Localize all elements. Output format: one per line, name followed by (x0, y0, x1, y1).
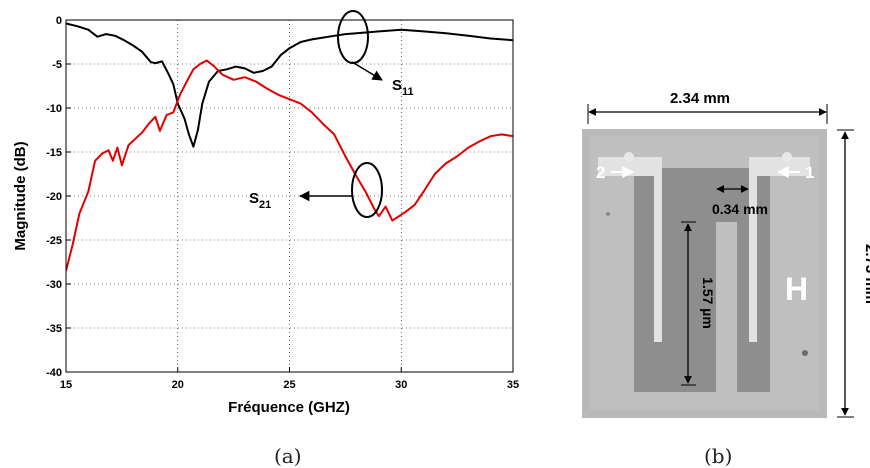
s11-label: S11 (392, 77, 414, 98)
x-axis-label: Fréquence (GHZ) (228, 399, 350, 416)
y-tick-label: -25 (46, 235, 62, 247)
resonator-body (634, 168, 770, 392)
width-dim-label: 2.34 mm (670, 90, 730, 107)
y-tick-label: -35 (46, 323, 62, 335)
y-tick-label: -20 (46, 191, 62, 203)
x-tick-label: 15 (60, 379, 72, 391)
y-tick-label: -5 (52, 59, 62, 71)
x-tick-label: 25 (283, 379, 295, 391)
s21-label: S21 (249, 190, 271, 211)
s21-label-base: S (249, 190, 259, 207)
y-tick-label: -40 (46, 367, 62, 379)
gap-dim-label: 0.34 mm (712, 201, 768, 217)
ticks: 15 20 25 30 35 0 -5 -10 -15 -20 -25 -30 -35 -40 (46, 15, 519, 391)
length-dim-label: 1.57 µm (700, 277, 716, 329)
s21-marker-ellipse (351, 162, 383, 218)
caption-a: (a) (274, 444, 302, 468)
port-2-label: 2 (596, 163, 605, 182)
pad-left (624, 152, 634, 162)
feed-line-right (749, 157, 810, 342)
x-tick-label: 35 (507, 379, 519, 391)
grid (66, 20, 513, 372)
caption-b: (b) (704, 444, 733, 468)
y-axis-label: Magnitude (dB) (12, 141, 29, 250)
y-tick-label: -15 (46, 147, 62, 159)
series-line-s21 (66, 59, 513, 272)
y-tick-label: -10 (46, 103, 62, 115)
port-1-label: 1 (805, 163, 814, 182)
height-dim-label: 2.73 mm (862, 244, 870, 304)
y-tick-label: -30 (46, 279, 62, 291)
series-group (66, 22, 513, 272)
s11-label-sub: 11 (402, 86, 414, 98)
x-tick-label: 20 (172, 379, 184, 391)
defect-dot (606, 212, 610, 216)
pad-right (782, 152, 792, 162)
x-tick-label: 30 (395, 379, 407, 391)
y-tick-label: 0 (56, 15, 62, 27)
s11-arrow (351, 61, 383, 81)
defect-dot (802, 350, 808, 356)
feed-line-left (598, 157, 662, 342)
s21-label-sub: 21 (259, 199, 271, 211)
structure-letter: H (785, 271, 808, 307)
s11-label-base: S (392, 77, 402, 94)
